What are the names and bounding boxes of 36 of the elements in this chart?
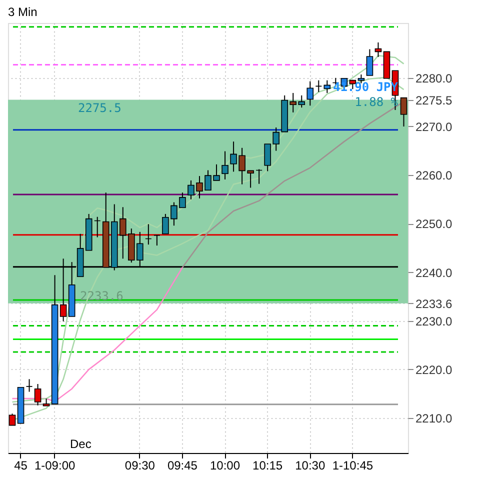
y-tick-label: 2250.0 [416,217,453,232]
candlestick [324,80,331,94]
candlestick [222,150,228,180]
x-tick-label: 45 [14,458,28,472]
annotation: Dec [70,437,92,451]
y-tick-label: 2280.0 [416,71,453,86]
candlestick [400,97,408,127]
y-tick-label: 2240.0 [416,266,453,280]
x-tick-label: 1-10:45 [332,458,374,472]
y-tick-label: 2260.0 [416,168,453,183]
y-tick-label: 2275.5 [416,93,453,108]
candlestick [366,48,374,76]
line-series [12,266,184,402]
candlestick [94,216,101,238]
x-tick-label: 09:30 [124,458,156,472]
x-tick-label: 09:45 [167,458,198,472]
y-tick-label: 2210.0 [416,412,453,426]
y-tick-label: 2270.0 [416,120,453,134]
candlestick [374,42,382,58]
candlestick [8,413,16,426]
candlestick [306,80,314,106]
chart-title: 3 Min [8,5,38,19]
y-tick-label: 2220.0 [416,362,453,377]
y-tick-label: 2233.6 [416,296,453,311]
candlestick [34,384,42,406]
candlestick [145,224,152,246]
x-tick-label: 10:00 [210,458,240,472]
y-tick-label: 2230.0 [416,314,453,328]
candlestick [315,80,322,92]
band-label: 2275.5 [78,100,122,115]
x-tick-label: 10:30 [295,458,326,472]
candlestick [26,378,33,392]
x-tick-label: 10:15 [252,458,283,472]
candlestick [154,234,160,246]
x-tick-label: 1-09:00 [34,458,76,472]
candlestick [256,168,262,184]
